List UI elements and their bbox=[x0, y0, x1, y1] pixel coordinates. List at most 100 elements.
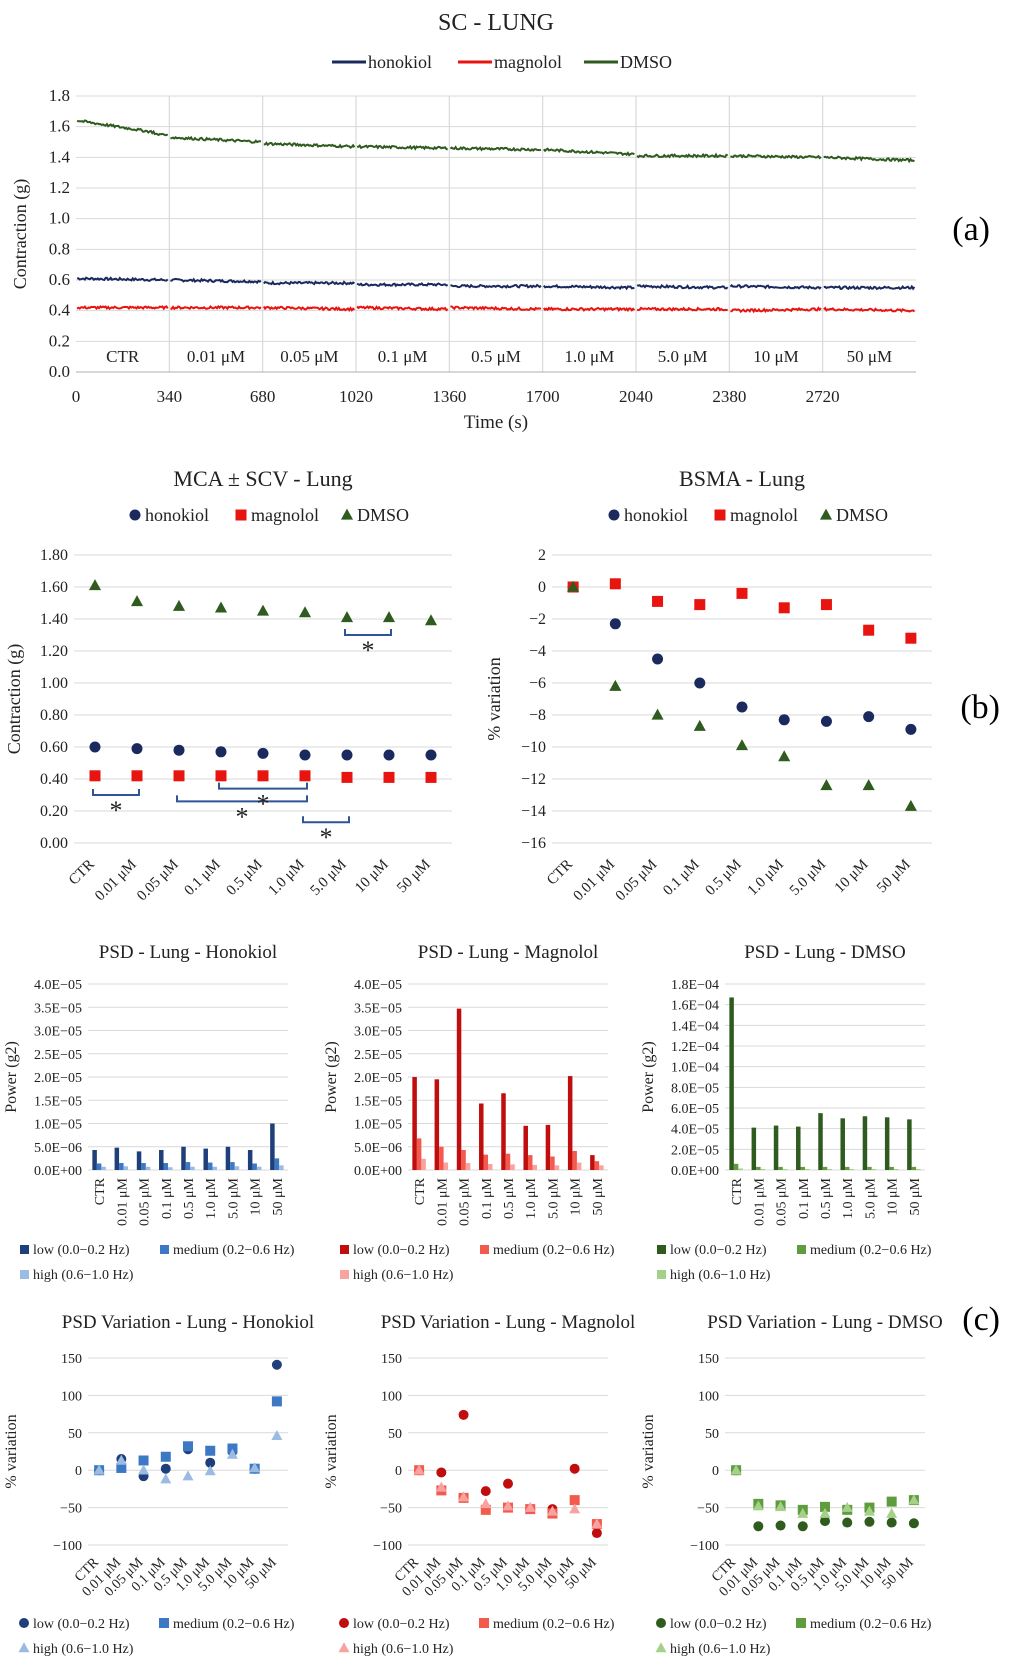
y-tick-label: −100 bbox=[373, 1539, 402, 1554]
significance-bracket bbox=[218, 782, 308, 790]
legend-label: high (0.6−1.0 Hz) bbox=[353, 1642, 454, 1657]
y-tick-label: −50 bbox=[60, 1502, 82, 1517]
point-magnolol bbox=[215, 770, 227, 782]
point-low (0.0−0.2 Hz) bbox=[753, 1521, 764, 1532]
point-medium (0.2−0.6 Hz) bbox=[205, 1445, 216, 1456]
point-low (0.0−0.2 Hz) bbox=[205, 1457, 216, 1468]
bar-high (0.6−1.0 Hz) bbox=[554, 1165, 560, 1170]
y-tick-label: 1.5E−05 bbox=[34, 1094, 82, 1109]
bar-low (0.0−0.2 Hz) bbox=[567, 1076, 573, 1170]
point-DMSO bbox=[298, 606, 312, 618]
trace-magnolol bbox=[823, 306, 916, 313]
y-tick-label: −2 bbox=[529, 611, 546, 628]
bar-medium (0.2−0.6 Hz) bbox=[550, 1156, 555, 1170]
segment-label: 5.0 μM bbox=[658, 347, 708, 366]
trace-DMSO bbox=[636, 152, 728, 159]
y-axis-label: Contraction (g) bbox=[4, 644, 25, 754]
point-high (0.6−1.0 Hz) bbox=[524, 1501, 536, 1512]
legend-label: medium (0.2−0.6 Hz) bbox=[493, 1617, 615, 1632]
segment-label: 0.01 μM bbox=[187, 347, 245, 366]
point-medium (0.2−0.6 Hz) bbox=[886, 1496, 897, 1507]
legend-label: medium (0.2−0.6 Hz) bbox=[810, 1243, 932, 1258]
legend-swatch bbox=[20, 1245, 29, 1254]
bar-high (0.6−1.0 Hz) bbox=[871, 1168, 877, 1170]
chart-title: PSD Variation - Lung - Honokiol bbox=[62, 1312, 314, 1333]
bar-medium (0.2−0.6 Hz) bbox=[889, 1166, 894, 1170]
bar-high (0.6−1.0 Hz) bbox=[212, 1166, 217, 1170]
point-high (0.6−1.0 Hz) bbox=[249, 1462, 261, 1473]
point-low (0.0−0.2 Hz) bbox=[864, 1516, 875, 1527]
y-tick-label: 0.00 bbox=[40, 835, 68, 852]
y-tick-label: 150 bbox=[381, 1352, 402, 1367]
x-tick-label: 0.1 μM bbox=[160, 1177, 175, 1219]
x-tick-label: 0.01 μM bbox=[115, 1177, 130, 1226]
point-low (0.0−0.2 Hz) bbox=[908, 1518, 919, 1529]
x-tick-label: 0.01 μM bbox=[571, 857, 619, 905]
legend-marker bbox=[18, 1642, 30, 1653]
bar-medium (0.2−0.6 Hz) bbox=[594, 1161, 600, 1170]
x-tick-label: CTR bbox=[66, 857, 98, 889]
point-high (0.6−1.0 Hz) bbox=[182, 1470, 194, 1481]
point-honokiol bbox=[820, 715, 832, 727]
point-honokiol bbox=[905, 723, 917, 735]
bar-medium (0.2−0.6 Hz) bbox=[163, 1163, 169, 1170]
x-tick-label: 1.0 μM bbox=[265, 857, 307, 899]
y-tick-label: 3.5E−05 bbox=[354, 1001, 402, 1016]
point-honokiol bbox=[694, 677, 706, 689]
y-tick-label: −100 bbox=[53, 1539, 82, 1554]
x-tick-label: 340 bbox=[157, 387, 183, 406]
point-magnolol bbox=[257, 770, 269, 782]
bar-high (0.6−1.0 Hz) bbox=[123, 1166, 129, 1170]
y-tick-label: 150 bbox=[698, 1352, 719, 1367]
legend-marker bbox=[655, 1642, 667, 1653]
legend-marker bbox=[235, 509, 247, 521]
trace-magnolol bbox=[356, 305, 449, 312]
bar-high (0.6−1.0 Hz) bbox=[599, 1165, 604, 1170]
chart-psdv_mag: PSD Variation - Lung - Magnolol −100 −50 0 5… bbox=[323, 1312, 635, 1657]
y-tick-label: −16 bbox=[521, 835, 546, 852]
point-DMSO bbox=[567, 580, 580, 592]
bar-low (0.0−0.2 Hz) bbox=[501, 1093, 506, 1170]
point-honokiol bbox=[299, 749, 311, 761]
bar-low (0.0−0.2 Hz) bbox=[456, 1008, 462, 1170]
point-honokiol bbox=[215, 746, 227, 758]
point-magnolol bbox=[131, 770, 143, 782]
point-high (0.6−1.0 Hz) bbox=[93, 1464, 105, 1475]
bar-medium (0.2−0.6 Hz) bbox=[141, 1163, 146, 1170]
bar-high (0.6−1.0 Hz) bbox=[916, 1168, 921, 1170]
y-tick-label: 0.8 bbox=[49, 239, 70, 258]
legend-label: high (0.6−1.0 Hz) bbox=[33, 1268, 134, 1283]
x-tick-label: 680 bbox=[250, 387, 276, 406]
y-tick-label: 1.6 bbox=[49, 117, 70, 136]
y-axis-label: % variation bbox=[484, 657, 504, 740]
trace-honokiol bbox=[823, 284, 916, 291]
bar-high (0.6−1.0 Hz) bbox=[576, 1162, 582, 1170]
bar-high (0.6−1.0 Hz) bbox=[101, 1166, 106, 1170]
x-tick-label: 0.1 μM bbox=[480, 1177, 495, 1219]
y-tick-label: 1.8 bbox=[49, 86, 70, 105]
point-medium (0.2−0.6 Hz) bbox=[569, 1495, 580, 1506]
bar-medium (0.2−0.6 Hz) bbox=[207, 1162, 213, 1170]
bar-medium (0.2−0.6 Hz) bbox=[416, 1138, 422, 1170]
bar-high (0.6−1.0 Hz) bbox=[760, 1168, 766, 1170]
legend-swatch bbox=[20, 1270, 29, 1279]
x-tick-label: 5.0 μM bbox=[226, 1177, 241, 1219]
segment-label: 0.1 μM bbox=[378, 347, 428, 366]
legend-swatch bbox=[480, 1245, 489, 1254]
bar-medium (0.2−0.6 Hz) bbox=[274, 1158, 280, 1170]
point-DMSO bbox=[340, 611, 354, 623]
point-high (0.6−1.0 Hz) bbox=[591, 1518, 603, 1529]
point-high (0.6−1.0 Hz) bbox=[841, 1501, 853, 1512]
trace-honokiol bbox=[170, 277, 262, 285]
point-magnolol bbox=[736, 587, 748, 599]
point-low (0.0−0.2 Hz) bbox=[436, 1467, 447, 1478]
point-DMSO bbox=[862, 779, 875, 791]
x-tick-label: 0.05 μM bbox=[613, 857, 661, 905]
trace-honokiol bbox=[729, 284, 822, 290]
legend-label: magnolol bbox=[730, 505, 798, 525]
legend-swatch bbox=[797, 1245, 806, 1254]
y-tick-label: 3.5E−05 bbox=[34, 1001, 82, 1016]
y-tick-label: 0.4 bbox=[49, 301, 71, 320]
bar-medium (0.2−0.6 Hz) bbox=[778, 1166, 783, 1170]
bar-high (0.6−1.0 Hz) bbox=[893, 1168, 899, 1170]
